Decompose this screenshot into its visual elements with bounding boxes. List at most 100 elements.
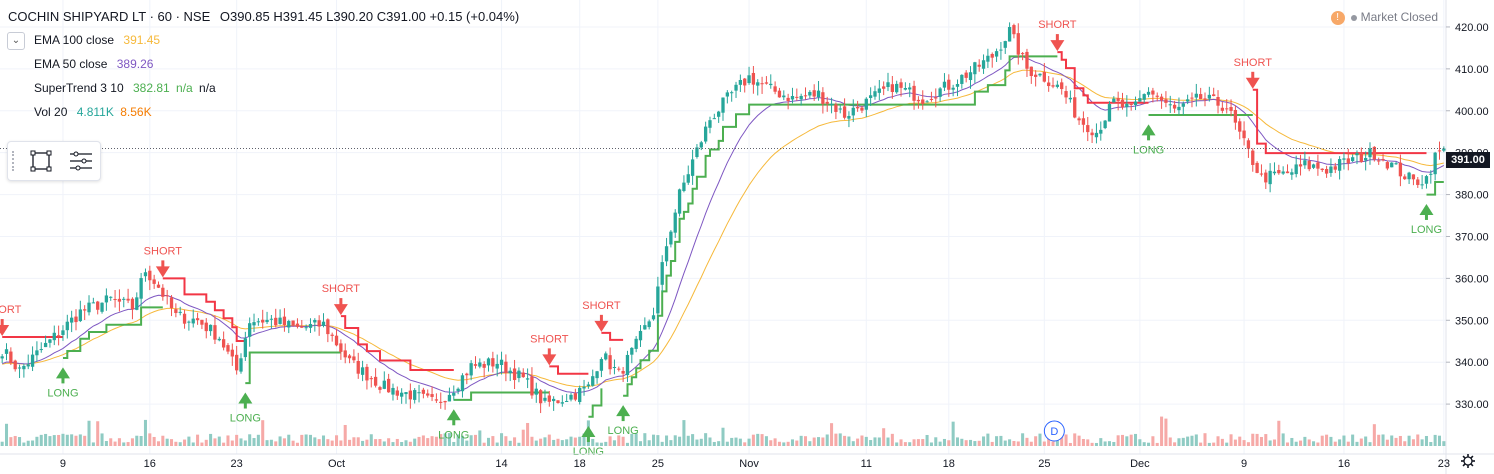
volume-bar [196,434,200,446]
supertrend-short-segment [1057,51,1149,104]
volume-bar [213,438,217,446]
volume-bar [834,433,838,446]
volume-bar [1355,441,1359,446]
volume-bar [65,434,69,446]
volume-bar [604,441,608,446]
candle-body [504,361,508,373]
volume-bar [1242,440,1246,446]
supertrend-short-segment [1252,88,1427,155]
candle-body [916,99,921,102]
symbol-header: COCHIN SHIPYARD LT · 60 · NSE O390.85 H3… [8,9,519,24]
volume-bar [165,438,169,446]
candle-body [148,270,152,281]
volume-bar [348,439,352,446]
market-status[interactable]: ! Market Closed [1330,10,1438,25]
volume-bar [191,442,195,446]
volume-bar [699,438,703,446]
volume-bar [539,438,543,446]
candle-body [482,363,486,368]
candle-body [200,319,204,325]
candle-body [386,378,391,393]
indicator-ema50[interactable]: EMA 50 close 389.26 [34,57,153,71]
long-arrow-stem [1424,213,1428,220]
candle-body [1129,104,1133,106]
volume-bar [122,442,126,446]
volume-bar [1203,433,1207,446]
candle-body [977,64,981,67]
candle-body [1047,82,1051,87]
candle-body [595,371,599,379]
candle-body [1207,94,1211,99]
candle-body [26,364,30,367]
volume-bar [591,438,595,446]
supertrend-short-segment [340,315,454,371]
short-arrow-icon [1050,40,1065,52]
candle-body [599,359,604,371]
candle-body [478,362,482,367]
candle-body [1303,160,1307,166]
volume-bar [977,440,981,446]
chevron-down-icon[interactable]: ⌄ [7,32,25,50]
candle-body [104,295,109,303]
volume-bar [673,435,677,446]
short-signal-label: SHORT [582,300,621,312]
current-price-label: 391.00 [1446,152,1490,168]
candle-body [326,319,330,335]
candle-body [96,301,100,310]
volume-bar [9,437,13,446]
volume-bar [1398,435,1402,446]
candle-body [1142,94,1146,100]
volume-bar [1151,436,1155,446]
candle-body [921,99,925,104]
indicator-supertrend[interactable]: SuperTrend 3 10 382.81 n/a n/a [34,81,216,95]
candle-body [630,347,634,355]
candle-body [282,316,287,326]
candle-body [343,350,347,358]
candle-body [130,298,135,310]
volume-bar [44,433,48,446]
short-arrow-icon [155,266,170,278]
volume-bar [96,421,100,446]
long-arrow-stem [1147,134,1151,141]
volume-bar [1086,439,1090,446]
indicator-volume[interactable]: Vol 20 4.811K 8.56K [34,105,152,119]
long-arrow-stem [61,377,65,384]
drag-handle-icon[interactable] [12,151,16,171]
list-settings-icon[interactable] [68,150,94,172]
candle-body [365,366,369,381]
candle-body [1177,106,1181,111]
volume-bar [18,437,22,446]
candle-body [782,95,786,98]
candle-body [994,51,999,57]
volume-bar [326,439,330,446]
candle-body [847,115,851,119]
candle-body [1398,162,1403,177]
symbol-title[interactable]: COCHIN SHIPYARD LT · 60 · NSE [8,9,211,24]
long-signal-label: LONG [1411,224,1442,236]
volume-bar [478,430,482,446]
candle-body [1368,148,1372,158]
drawing-toolbox[interactable] [7,141,101,181]
volume-bar [782,442,786,446]
indicator-ema100[interactable]: EMA 100 close 391.45 [34,33,160,47]
candle-body [213,325,217,340]
short-arrow-stem [339,298,343,306]
volume-bar [100,433,104,446]
rectangle-select-icon[interactable] [30,150,52,172]
candle-body [408,390,413,400]
long-arrow-stem [452,419,456,426]
volume-bar [552,439,556,446]
candle-body [195,318,200,321]
volume-bar [790,439,794,446]
volume-bar [895,442,899,446]
time-tick-label: 18 [574,458,586,470]
candle-body [634,338,638,349]
volume-bar [856,438,860,446]
volume-bar [1416,434,1420,446]
long-arrow-icon [1141,124,1156,136]
candle-body [339,343,343,352]
volume-bar [491,436,495,446]
candle-body [690,159,695,176]
candle-body [1277,169,1281,174]
